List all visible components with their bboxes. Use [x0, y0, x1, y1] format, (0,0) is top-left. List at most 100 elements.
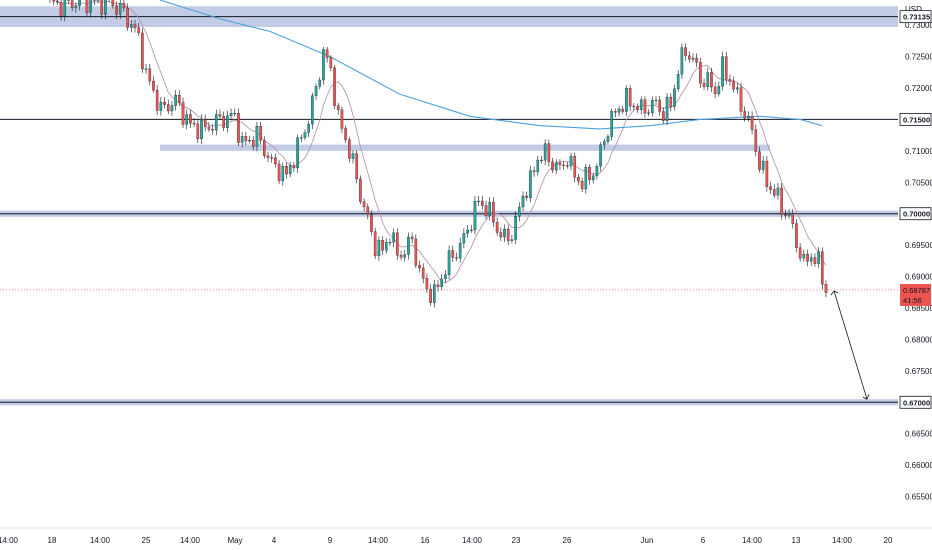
candle	[780, 183, 783, 220]
candle	[625, 85, 628, 117]
level-price-label: 0.67000	[899, 395, 932, 409]
price-tick-label: 0.73000	[905, 21, 932, 30]
candle	[159, 97, 163, 116]
candle	[654, 96, 658, 106]
candle	[469, 224, 473, 233]
projection-line[interactable]	[833, 290, 868, 400]
candle	[765, 156, 769, 192]
candle	[418, 260, 421, 273]
candle	[421, 263, 425, 284]
candle	[473, 196, 477, 235]
time-tick-label: 14:00	[0, 536, 19, 545]
candle	[584, 164, 588, 194]
candle	[318, 77, 322, 90]
price-tick-label: 0.67500	[905, 367, 932, 376]
price-tick-label: 0.72000	[905, 84, 932, 93]
price-tick-label: 0.68500	[905, 304, 932, 313]
candle	[503, 224, 506, 243]
candle	[484, 200, 488, 220]
time-tick-label: 14:00	[180, 536, 201, 545]
candle	[706, 67, 710, 91]
candle	[163, 97, 166, 109]
candle	[802, 249, 806, 262]
candle	[595, 163, 599, 180]
candle	[433, 279, 436, 308]
candle	[348, 136, 351, 163]
time-tick-label: 25	[142, 536, 151, 545]
candle	[499, 227, 503, 241]
candle	[233, 108, 237, 117]
candle	[133, 19, 137, 33]
candle	[222, 111, 225, 131]
candle	[403, 250, 407, 262]
candle	[56, 0, 59, 5]
candle	[680, 43, 684, 79]
candle	[126, 3, 129, 31]
candle	[49, 0, 51, 4]
candle	[824, 280, 828, 298]
candle	[351, 150, 355, 164]
candle	[129, 19, 133, 33]
candle	[462, 228, 466, 249]
candle	[115, 1, 118, 19]
candle	[691, 53, 695, 63]
candle	[784, 209, 787, 220]
candle	[178, 90, 181, 107]
candle	[111, 0, 115, 9]
candle	[772, 184, 776, 198]
candle	[610, 108, 613, 141]
ma-slow-line	[159, 0, 823, 130]
candle	[392, 228, 395, 248]
time-tick-label: 4	[272, 536, 277, 545]
candle	[676, 69, 680, 92]
candle	[336, 102, 340, 115]
candle	[514, 211, 517, 244]
price-axis[interactable]: USD 0.730000.725000.720000.710000.705000…	[898, 0, 932, 528]
candle	[63, 0, 67, 22]
candle	[643, 96, 647, 118]
candle	[388, 238, 392, 246]
candle	[551, 157, 554, 174]
time-tick-label: Jun	[641, 536, 654, 545]
candle	[651, 96, 654, 117]
candle	[85, 0, 89, 17]
candle	[543, 139, 547, 165]
candle	[558, 159, 562, 171]
candlesticks	[49, 0, 828, 308]
candle	[196, 118, 200, 143]
candle	[639, 96, 643, 115]
candle	[754, 124, 758, 157]
candle	[274, 153, 277, 168]
candle	[203, 114, 207, 132]
candle	[761, 156, 765, 174]
candle	[732, 76, 735, 93]
candle	[322, 46, 325, 85]
level-price-label: 0.71500	[899, 113, 932, 126]
candle	[89, 0, 92, 18]
candle	[506, 224, 510, 246]
price-tick-label: 0.69500	[905, 241, 932, 250]
candle	[218, 109, 222, 121]
candle	[384, 238, 388, 254]
candle	[141, 28, 144, 73]
candle	[702, 78, 706, 90]
candle	[636, 103, 639, 114]
time-tick-label: 14:00	[462, 536, 483, 545]
price-tick-label: 0.70500	[905, 178, 932, 187]
candle	[440, 273, 443, 291]
candle	[710, 67, 713, 93]
candle	[96, 0, 100, 4]
price-tick-label: 0.72500	[905, 53, 932, 62]
candle	[673, 84, 676, 111]
candle	[211, 124, 214, 135]
candle	[333, 64, 336, 110]
time-axis[interactable]: 14:00 18 14:00 25 14:00 May 4 9 14:00 16 14:00 23 26…	[0, 527, 932, 550]
time-tick-label: 18	[48, 536, 57, 545]
candle	[614, 108, 617, 118]
candle	[155, 85, 159, 115]
